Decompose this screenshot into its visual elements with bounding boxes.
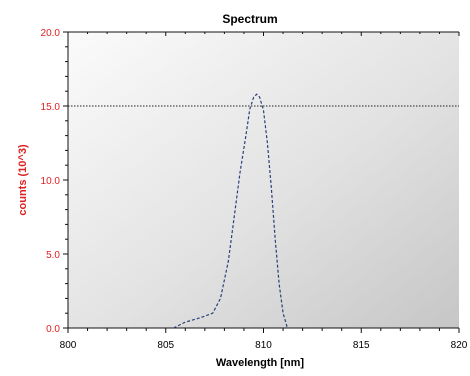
x-tick-label: 805 [157,340,174,351]
y-tick-label: 10.0 [41,176,61,187]
x-tick-label: 800 [60,340,77,351]
y-tick-label: 0.0 [46,324,60,335]
x-tick-label: 815 [353,340,370,351]
y-axis-label: counts (10^3) [17,144,29,216]
y-tick-label: 20.0 [41,28,61,39]
y-tick-label: 5.0 [46,250,60,261]
y-tick-label: 15.0 [41,102,61,113]
x-tick-label: 820 [451,340,468,351]
plot-area [68,32,459,328]
x-tick-label: 810 [255,340,272,351]
spectrum-series-line [173,93,290,329]
ticks-layer: 800 805 810 815 820 0.0 5.0 10.0 15.0 20.0 [41,28,468,351]
chart-title: Spectrum [222,12,277,26]
x-axis-label: Wavelength [nm] [216,357,305,369]
